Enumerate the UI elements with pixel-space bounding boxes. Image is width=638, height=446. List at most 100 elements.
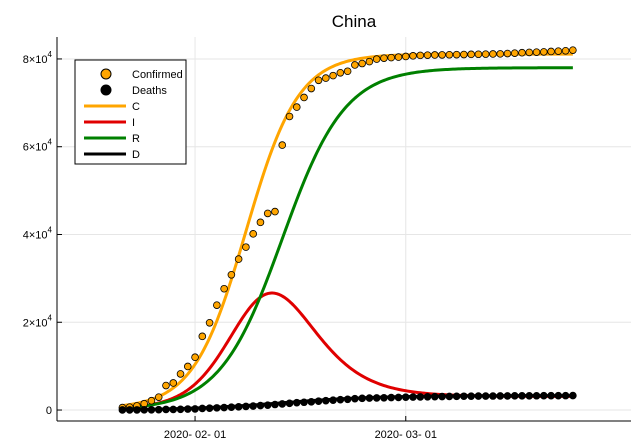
point-confirmed	[474, 50, 483, 59]
point-confirmed	[322, 74, 330, 82]
point-confirmed	[314, 76, 323, 85]
point-confirmed	[394, 53, 403, 61]
point-deaths	[234, 403, 243, 411]
point-deaths	[416, 393, 425, 401]
legend-label-deaths: Deaths	[132, 85, 167, 97]
point-deaths	[322, 396, 330, 405]
point-deaths	[481, 392, 490, 400]
point-deaths	[423, 392, 432, 401]
point-confirmed	[387, 53, 396, 62]
point-confirmed	[365, 57, 374, 66]
point-confirmed	[532, 48, 541, 56]
x-tick-label: 2020- 03- 01	[375, 429, 437, 441]
point-deaths	[438, 392, 446, 401]
point-confirmed	[198, 332, 207, 341]
point-deaths	[242, 402, 250, 411]
x-tick-label: 2020- 02- 01	[164, 429, 226, 441]
point-deaths	[140, 406, 148, 414]
y-tick-label: 0	[46, 405, 52, 417]
point-deaths	[118, 406, 127, 414]
point-deaths	[249, 402, 257, 410]
point-deaths	[380, 393, 388, 402]
point-confirmed	[176, 370, 185, 378]
legend-marker-deaths	[100, 84, 112, 96]
series-line-i	[122, 291, 573, 410]
point-confirmed	[191, 353, 199, 361]
point-deaths	[358, 394, 366, 403]
point-deaths	[467, 392, 475, 400]
point-confirmed	[205, 318, 214, 327]
point-confirmed	[554, 47, 563, 55]
y-tick-label: 2×104	[23, 313, 53, 329]
legend-label-c: C	[132, 101, 140, 113]
point-confirmed	[249, 230, 257, 238]
point-deaths	[401, 393, 410, 402]
point-confirmed	[147, 396, 156, 405]
point-deaths	[133, 406, 141, 414]
point-deaths	[125, 406, 134, 414]
point-deaths	[409, 393, 417, 401]
point-confirmed	[292, 103, 301, 111]
point-deaths	[372, 394, 381, 402]
point-confirmed	[460, 50, 468, 59]
point-confirmed	[329, 71, 337, 80]
point-confirmed	[278, 141, 287, 149]
point-confirmed	[423, 51, 432, 59]
point-confirmed	[438, 51, 446, 59]
point-deaths	[460, 392, 468, 401]
plot-area	[118, 46, 577, 414]
chart-title: China	[332, 12, 377, 31]
point-deaths	[518, 392, 526, 400]
point-deaths	[510, 392, 519, 400]
point-deaths	[278, 400, 287, 408]
point-deaths	[445, 392, 454, 401]
point-confirmed	[481, 50, 490, 58]
point-deaths	[285, 399, 294, 408]
point-confirmed	[452, 50, 461, 59]
point-confirmed	[569, 46, 577, 54]
y-tick-label: 6×104	[23, 138, 53, 154]
point-confirmed	[213, 301, 221, 309]
point-deaths	[169, 405, 178, 414]
point-confirmed	[416, 51, 425, 60]
point-confirmed	[409, 52, 417, 60]
point-deaths	[496, 392, 505, 400]
point-deaths	[191, 405, 199, 413]
point-deaths	[176, 405, 185, 414]
legend-marker-confirmed	[100, 68, 112, 80]
point-confirmed	[489, 50, 497, 58]
point-confirmed	[271, 207, 279, 216]
point-confirmed	[285, 112, 294, 121]
point-deaths	[336, 395, 345, 404]
point-confirmed	[234, 255, 243, 263]
point-deaths	[256, 401, 265, 410]
point-deaths	[343, 395, 352, 404]
point-confirmed	[380, 54, 388, 62]
point-confirmed	[467, 50, 475, 59]
point-confirmed	[372, 55, 381, 63]
point-deaths	[314, 397, 323, 406]
legend-box	[74, 59, 187, 165]
y-tick-label: 8×104	[23, 50, 53, 66]
point-confirmed	[561, 46, 570, 55]
point-deaths	[431, 392, 439, 401]
point-deaths	[213, 404, 221, 412]
point-deaths	[351, 394, 359, 403]
point-deaths	[365, 394, 374, 402]
point-confirmed	[525, 48, 534, 57]
point-deaths	[198, 404, 207, 413]
point-confirmed	[162, 381, 170, 390]
point-confirmed	[242, 243, 250, 251]
point-confirmed	[431, 51, 439, 59]
point-confirmed	[256, 218, 265, 227]
point-deaths	[183, 405, 192, 413]
point-confirmed	[343, 67, 352, 76]
point-confirmed	[263, 209, 272, 218]
point-confirmed	[300, 93, 308, 102]
point-deaths	[147, 405, 156, 414]
point-deaths	[540, 391, 548, 400]
point-deaths	[561, 391, 570, 400]
point-confirmed	[510, 49, 519, 57]
